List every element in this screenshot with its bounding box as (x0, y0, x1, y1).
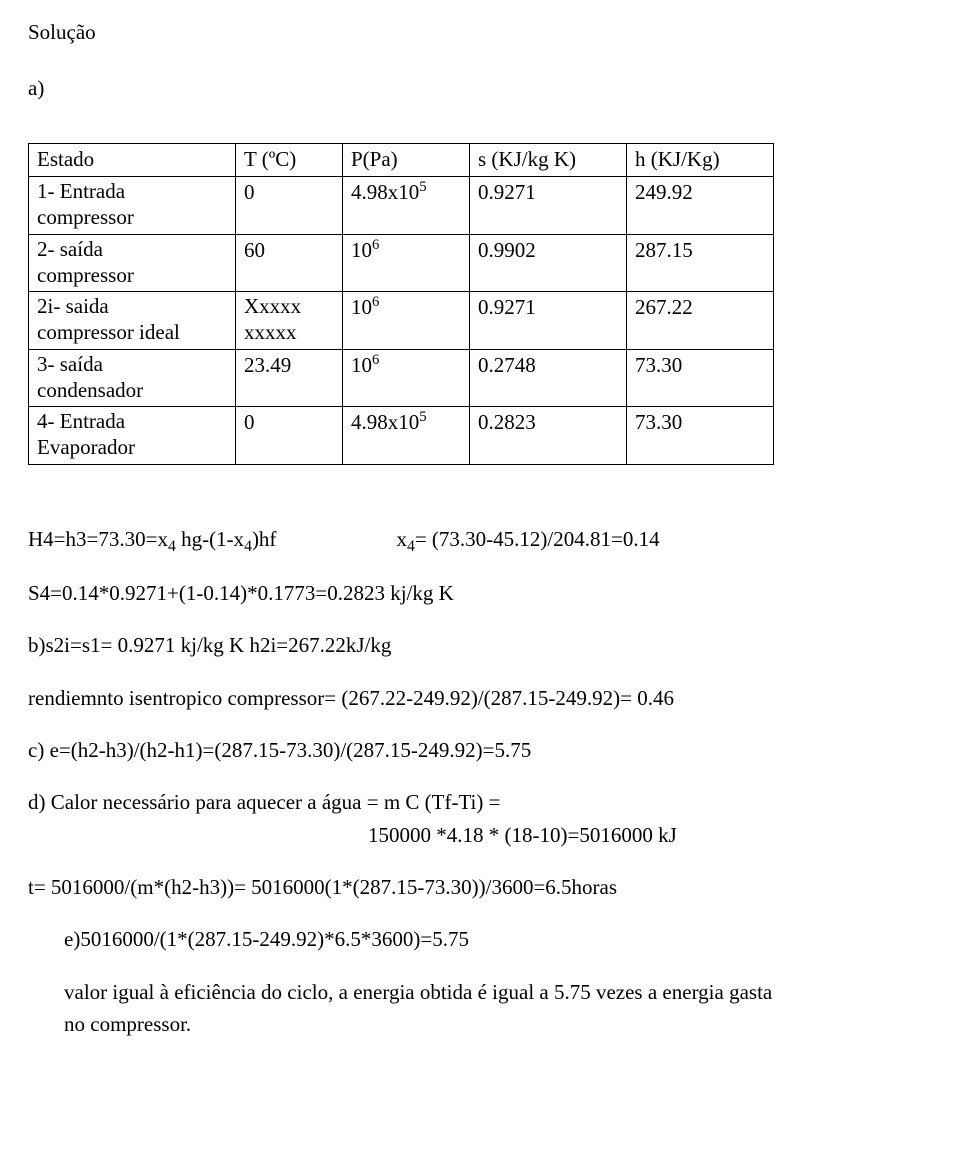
part-b-equation: b)s2i=s1= 0.9271 kj/kg K h2i=267.22kJ/kg (28, 631, 932, 659)
th-t: T (ºC) (236, 143, 343, 176)
cell-state: 2i- saida compressor ideal (29, 292, 236, 350)
cell-text: Xxxxx (244, 294, 301, 318)
th-s: s (KJ/kg K) (470, 143, 627, 176)
cell-text: Evaporador (37, 435, 135, 459)
time-equation: t= 5016000/(m*(h2-h3))= 5016000(1*(287.1… (28, 873, 932, 901)
thermo-table: Estado T (ºC) P(Pa) s (KJ/kg K) h (KJ/Kg… (28, 143, 774, 465)
cell-t: 60 (236, 234, 343, 292)
s4-equation: S4=0.14*0.9271+(1-0.14)*0.1773=0.2823 kj… (28, 579, 932, 607)
subscript: 4 (168, 538, 176, 555)
cell-text: condensador (37, 378, 143, 402)
table-header-row: Estado T (ºC) P(Pa) s (KJ/kg K) h (KJ/Kg… (29, 143, 774, 176)
table-row: 2i- saida compressor ideal Xxxxx xxxxx 1… (29, 292, 774, 350)
table-row: 3- saída condensador 23.49 106 0.2748 73… (29, 349, 774, 407)
text: x (396, 527, 407, 551)
cell-p: 106 (343, 349, 470, 407)
part-d-line1: d) Calor necessário para aquecer a água … (28, 788, 932, 816)
cell-s: 0.9902 (470, 234, 627, 292)
cell-h: 73.30 (627, 349, 774, 407)
exponent: 6 (372, 352, 379, 368)
cell-s: 0.2748 (470, 349, 627, 407)
cell-text: xxxxx (244, 320, 297, 344)
cell-text: compressor ideal (37, 320, 180, 344)
h4-definition-row: H4=h3=73.30=x4 hg-(1-x4)hf x4= (73.30-45… (28, 525, 932, 553)
cell-text: 1- Entrada (37, 179, 125, 203)
cell-text: 2i- saida (37, 294, 109, 318)
cell-state: 1- Entrada compressor (29, 177, 236, 235)
text: )hf (252, 527, 277, 551)
conclusion-line1: valor igual à eficiência do ciclo, a ene… (28, 978, 932, 1006)
th-p: P(Pa) (343, 143, 470, 176)
cell-h: 73.30 (627, 407, 774, 465)
cell-text: 10 (351, 353, 372, 377)
cell-s: 0.9271 (470, 177, 627, 235)
cell-state: 2- saída compressor (29, 234, 236, 292)
exponent: 5 (419, 179, 426, 195)
part-a-label: a) (28, 74, 932, 102)
text: hg-(1-x (176, 527, 244, 551)
subscript: 4 (407, 538, 415, 555)
h4-rhs: x4= (73.30-45.12)/204.81=0.14 (396, 525, 659, 553)
subscript: 4 (244, 538, 252, 555)
part-c-equation: c) e=(h2-h3)/(h2-h1)=(287.15-73.30)/(287… (28, 736, 932, 764)
cell-p: 4.98x105 (343, 407, 470, 465)
cell-t: 23.49 (236, 349, 343, 407)
cell-text: 4.98x10 (351, 410, 419, 434)
cell-h: 249.92 (627, 177, 774, 235)
cell-state: 3- saída condensador (29, 349, 236, 407)
cell-text: compressor (37, 205, 134, 229)
cell-text: 10 (351, 238, 372, 262)
cell-s: 0.2823 (470, 407, 627, 465)
cell-s: 0.9271 (470, 292, 627, 350)
section-title: Solução (28, 18, 932, 46)
isentropic-efficiency: rendiemnto isentropico compressor= (267.… (28, 684, 932, 712)
cell-p: 4.98x105 (343, 177, 470, 235)
cell-t: 0 (236, 407, 343, 465)
cell-text: 4.98x10 (351, 180, 419, 204)
cell-t: 0 (236, 177, 343, 235)
cell-text: 3- saída (37, 352, 103, 376)
cell-text: compressor (37, 263, 134, 287)
exponent: 6 (372, 237, 379, 253)
cell-text: 10 (351, 295, 372, 319)
cell-p: 106 (343, 234, 470, 292)
part-e-equation: e)5016000/(1*(287.15-249.92)*6.5*3600)=5… (28, 925, 932, 953)
cell-h: 287.15 (627, 234, 774, 292)
table-row: 2- saída compressor 60 106 0.9902 287.15 (29, 234, 774, 292)
table-row: 1- Entrada compressor 0 4.98x105 0.9271 … (29, 177, 774, 235)
cell-state: 4- Entrada Evaporador (29, 407, 236, 465)
cell-h: 267.22 (627, 292, 774, 350)
part-d-line2: 150000 *4.18 * (18-10)=5016000 kJ (28, 821, 932, 849)
cell-p: 106 (343, 292, 470, 350)
exponent: 5 (419, 409, 426, 425)
conclusion-line2: no compressor. (28, 1010, 932, 1038)
text: H4=h3=73.30=x (28, 527, 168, 551)
table-row: 4- Entrada Evaporador 0 4.98x105 0.2823 … (29, 407, 774, 465)
h4-lhs: H4=h3=73.30=x4 hg-(1-x4)hf (28, 525, 276, 553)
cell-text: 4- Entrada (37, 409, 125, 433)
th-h: h (KJ/Kg) (627, 143, 774, 176)
th-state: Estado (29, 143, 236, 176)
cell-text: 2- saída (37, 237, 103, 261)
exponent: 6 (372, 294, 379, 310)
cell-t: Xxxxx xxxxx (236, 292, 343, 350)
text: = (73.30-45.12)/204.81=0.14 (415, 527, 660, 551)
